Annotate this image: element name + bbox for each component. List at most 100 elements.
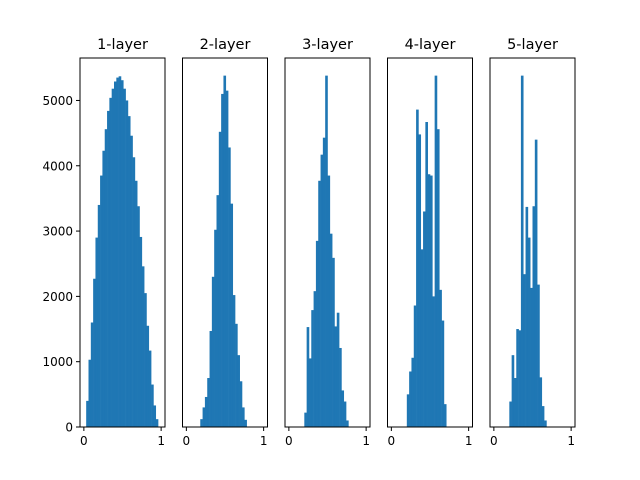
histogram-bar — [86, 400, 89, 427]
histogram-bar — [511, 355, 515, 427]
axes-frame — [489, 57, 576, 428]
axes-frame — [182, 57, 268, 428]
histogram-bar — [232, 295, 236, 427]
histogram-bar — [418, 134, 422, 427]
subplot-title: 3-layer — [302, 37, 353, 53]
histogram-bar — [539, 377, 543, 427]
histogram-bar — [225, 90, 229, 428]
x-tick-label: 1 — [465, 434, 473, 448]
histogram-bar — [153, 405, 157, 427]
subplot-title: 2-layer — [200, 37, 251, 53]
histogram-bar — [102, 150, 106, 428]
histogram-bar — [144, 293, 147, 427]
histogram-bar — [525, 206, 529, 427]
subplot-3: 3-layer 0 1 — [284, 37, 371, 448]
axes-frame — [387, 57, 473, 428]
histogram-bar — [148, 350, 152, 427]
histogram-bar — [107, 110, 110, 428]
histogram-bar — [441, 320, 445, 427]
histogram-bar — [230, 203, 234, 427]
subplot-2: 2-layer 0 1 — [182, 37, 268, 448]
histogram-bar — [223, 75, 227, 427]
histogram-bar — [343, 401, 347, 427]
histogram-bar — [209, 330, 213, 427]
y-tick-label: 1000 — [42, 355, 73, 369]
histogram-bar — [114, 81, 117, 427]
subplot-1: 1-layer 0 1 0 1000 2000 3000 4000 5000 — [42, 37, 166, 448]
y-tick-label: 5000 — [42, 94, 73, 108]
histogram-bar — [532, 206, 536, 427]
histogram-bar — [155, 419, 159, 427]
histogram-bar — [202, 407, 206, 427]
x-tick-label: 0 — [490, 434, 498, 448]
histogram-bar — [425, 122, 428, 427]
axes-frame — [79, 57, 166, 428]
histogram-bar — [125, 100, 129, 427]
histogram-bar — [423, 211, 426, 427]
histogram-bar — [544, 420, 547, 427]
x-tick-label: 0 — [183, 434, 191, 448]
histogram-bar — [406, 394, 410, 427]
histogram-bar — [141, 266, 145, 427]
histogram-bar — [541, 406, 545, 427]
histogram-bar — [537, 284, 540, 427]
x-tick-label: 1 — [362, 434, 370, 448]
x-tick-label: 1 — [157, 434, 165, 448]
histogram-bar — [325, 75, 328, 427]
histogram-bar — [235, 323, 238, 427]
histogram-bar — [90, 322, 94, 427]
histogram-bar — [118, 76, 122, 427]
histogram-bar — [228, 147, 231, 427]
histogram-bar — [434, 75, 438, 427]
histogram-bar — [244, 419, 247, 427]
histogram-bar — [204, 396, 208, 427]
histogram-bar — [97, 204, 101, 427]
histogram-bar — [214, 229, 217, 427]
x-tick-label: 1 — [567, 434, 575, 448]
subplot-title: 5-layer — [507, 37, 558, 53]
histogram-bar — [104, 129, 108, 427]
histogram-bar — [318, 180, 321, 427]
histogram-bar — [334, 326, 338, 427]
histogram-bar — [216, 195, 220, 427]
histogram-bar — [151, 384, 154, 427]
histogram-bar — [523, 274, 526, 427]
histogram-bar — [430, 175, 433, 427]
subplot-title: 4-layer — [405, 37, 456, 53]
histogram-bar — [237, 355, 240, 427]
y-tick-label: 0 — [65, 421, 73, 435]
x-tick-label: 0 — [388, 434, 396, 448]
histogram-bar — [120, 80, 124, 428]
subplot-5: 5-layer 0 1 — [489, 37, 576, 448]
histogram-bar — [116, 77, 119, 427]
histogram-bar — [518, 330, 522, 427]
histogram-bar — [218, 131, 222, 428]
histogram-bar — [320, 154, 324, 427]
histogram-bar — [513, 378, 517, 427]
x-tick-label: 0 — [80, 434, 88, 448]
histogram-bar — [411, 357, 415, 427]
subplot-title: 1-layer — [97, 37, 148, 53]
histogram-bar — [137, 206, 140, 427]
histogram-bar — [311, 310, 314, 427]
histogram-bar — [139, 236, 143, 427]
histogram-bar — [416, 109, 419, 427]
histogram-bar — [146, 325, 150, 427]
histogram-bar — [420, 249, 424, 427]
histogram-bar — [304, 412, 307, 427]
histogram-bar — [111, 88, 115, 427]
histogram-bar — [88, 359, 92, 427]
histogram-bar — [313, 291, 317, 427]
histogram-bar — [93, 278, 96, 427]
histogram-bar — [346, 420, 349, 427]
histogram-bar — [413, 305, 417, 427]
histogram-bar — [207, 378, 210, 427]
histogram-bar — [530, 287, 533, 427]
axes-frame — [284, 57, 371, 428]
histogram-bar — [306, 327, 310, 427]
histogram-bar — [439, 289, 442, 427]
histogram-bar — [221, 93, 224, 428]
x-tick-label: 1 — [260, 434, 268, 448]
